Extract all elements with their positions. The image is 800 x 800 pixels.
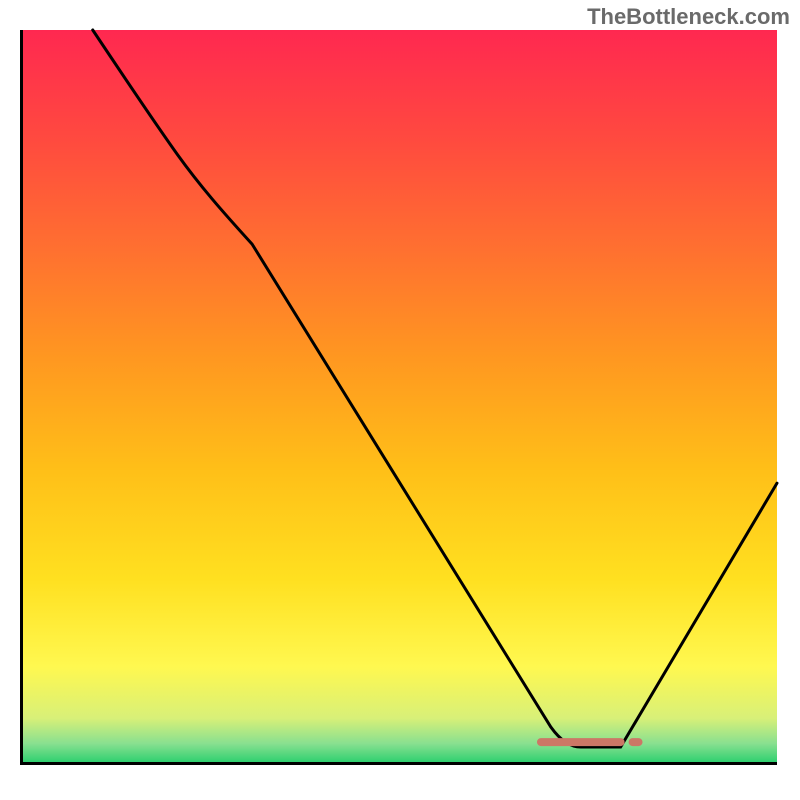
watermark-text: TheBottleneck.com: [587, 4, 790, 30]
chart-plot-area: [20, 30, 777, 765]
chart-curve-path: [93, 30, 777, 747]
chart-curve-layer: [23, 30, 777, 762]
